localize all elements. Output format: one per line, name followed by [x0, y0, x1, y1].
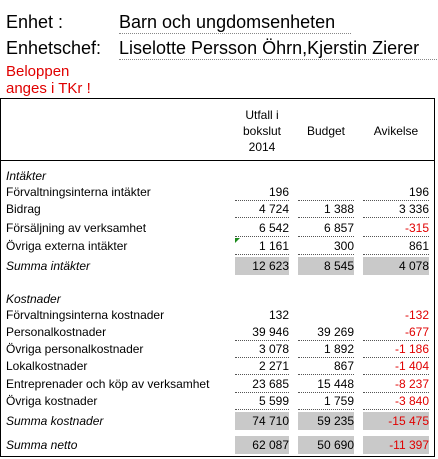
chief-label: Enhetschef: — [6, 38, 102, 58]
table-row: Övriga externa intäkter 1 161 300 861 — [6, 238, 429, 255]
table-row: Entreprenader och köp av verksamhet 23 6… — [6, 377, 429, 393]
header-divider — [1, 160, 434, 161]
table-row: Övriga kostnader 5 599 1 759 -3 840 — [6, 394, 429, 410]
table-row: Bidrag 4 724 1 388 3 336 — [6, 202, 429, 218]
unit-value: Barn och ungdomsenheten — [119, 12, 336, 32]
comment-marker-icon — [235, 238, 240, 243]
amount-note-line2: anges i TKr ! — [6, 80, 91, 97]
table-row: Övriga personalkostnader 3 078 1 892 -1 … — [6, 342, 429, 358]
table-row: Försäljning av verksamhet 6 542 6 857 -3… — [6, 221, 429, 237]
table-row: Förvaltningsinterna intäkter 196 196 — [6, 185, 429, 201]
budget-table: Utfall i bokslut 2014 Budget Avikelse In… — [0, 98, 435, 457]
amount-note-line1: Beloppen — [6, 63, 70, 80]
chief-value: Liselotte Persson Öhrn,Kjerstin Zierer — [119, 38, 420, 58]
col-header-outcome: Utfall i bokslut 2014 — [242, 108, 282, 154]
costs-section-title: Kostnader — [6, 292, 61, 306]
income-section-title: Intäkter — [6, 169, 47, 183]
col-header-deviation: Avikelse — [373, 124, 419, 138]
table-row: Lokalkostnader 2 271 867 -1 404 — [6, 359, 429, 375]
unit-label: Enhet : — [6, 12, 64, 32]
net-sum-row: Summa netto 62 087 50 690 -11 397 — [6, 436, 429, 454]
income-sum-row: Summa intäkter 12 623 8 545 4 078 — [6, 257, 429, 275]
col-header-budget: Budget — [306, 124, 346, 138]
table-row: Personalkostnader 39 946 39 269 -677 — [6, 325, 429, 341]
table-row: Förvaltningsinterna kostnader 132 -132 — [6, 308, 429, 322]
costs-sum-row: Summa kostnader 74 710 59 235 -15 475 — [6, 412, 429, 430]
